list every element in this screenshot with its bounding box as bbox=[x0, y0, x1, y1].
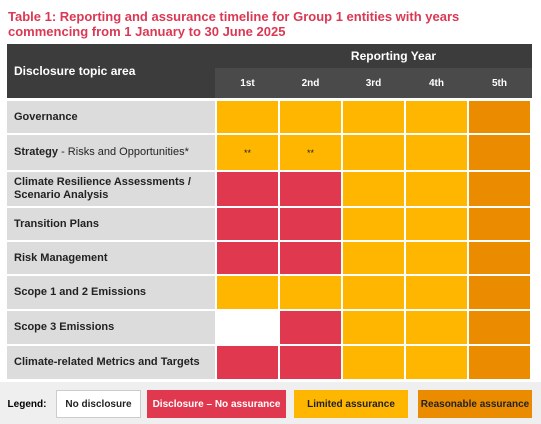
cell bbox=[406, 172, 467, 206]
cell bbox=[217, 172, 278, 206]
cell bbox=[343, 101, 404, 133]
cell bbox=[406, 346, 467, 379]
legend-item: No disclosure bbox=[56, 390, 141, 418]
cell bbox=[280, 208, 341, 240]
year-label: 4th bbox=[429, 77, 444, 89]
cell bbox=[217, 311, 278, 344]
row-label-main: Risk Management bbox=[14, 251, 108, 264]
year-label: 2nd bbox=[301, 77, 320, 89]
cell bbox=[343, 346, 404, 379]
row-label-text: Transition Plans bbox=[14, 218, 99, 231]
row-label-text: Scope 3 Emissions bbox=[14, 321, 114, 334]
row-label-main: Scope 1 and 2 Emissions bbox=[14, 286, 147, 298]
cell bbox=[343, 135, 404, 170]
row-label: Risk Management bbox=[7, 242, 215, 274]
legend-item: Disclosure – No assurance bbox=[147, 390, 286, 418]
cell bbox=[406, 276, 467, 309]
cell bbox=[217, 208, 278, 240]
cell bbox=[406, 208, 467, 240]
row-label-text: Climate-related Metrics and Targets bbox=[14, 356, 200, 369]
row-label-main: Governance bbox=[14, 110, 78, 123]
cell bbox=[343, 311, 404, 344]
legend-item: Reasonable assurance bbox=[418, 390, 532, 418]
cell bbox=[280, 101, 341, 133]
cell bbox=[217, 101, 278, 133]
row-label-main: Strategy bbox=[14, 146, 59, 158]
row-label: Strategy - Risks and Opportunities* bbox=[7, 135, 215, 170]
row-label: Scope 3 Emissions bbox=[7, 311, 215, 344]
cell bbox=[343, 242, 404, 274]
row-label-main: Scope 3 Emissions bbox=[14, 321, 115, 333]
title-line: Table 1: Reporting and assurance timelin… bbox=[8, 9, 460, 24]
title-line: commencing from 1 January to 30 June 202… bbox=[8, 24, 286, 39]
row-label: Governance bbox=[7, 101, 215, 133]
row-label-text: Climate Resilience Assessments / Scenari… bbox=[14, 176, 205, 202]
cell bbox=[217, 276, 278, 309]
cell bbox=[469, 276, 530, 309]
cell bbox=[280, 172, 341, 206]
row-label: Climate Resilience Assessments / Scenari… bbox=[7, 172, 215, 206]
cell bbox=[343, 276, 404, 309]
year-band bbox=[215, 68, 532, 98]
year-label: 3rd bbox=[365, 77, 382, 89]
cell: ** bbox=[280, 135, 341, 170]
year-label: 5th bbox=[492, 77, 507, 89]
row-label-main: Climate Resilience Assessments / Scenari… bbox=[14, 176, 191, 201]
cell bbox=[217, 346, 278, 379]
row-label: Transition Plans bbox=[7, 208, 215, 240]
legend-item: Limited assurance bbox=[294, 390, 408, 418]
cell bbox=[406, 242, 467, 274]
row-label-text: Scope 1 and 2 Emissions bbox=[14, 286, 146, 299]
cell: ** bbox=[217, 135, 278, 170]
cell bbox=[469, 242, 530, 274]
cell bbox=[343, 208, 404, 240]
row-label: Climate-related Metrics and Targets bbox=[7, 346, 215, 379]
cell bbox=[406, 311, 467, 344]
row-label-text: Strategy - Risks and Opportunities* bbox=[14, 146, 189, 159]
cell bbox=[406, 101, 467, 133]
cell bbox=[280, 276, 341, 309]
row-sublabel: - Risks and Opportunities* bbox=[58, 146, 189, 158]
cell bbox=[280, 311, 341, 344]
cell bbox=[343, 172, 404, 206]
cell bbox=[217, 242, 278, 274]
cell bbox=[280, 346, 341, 379]
cell bbox=[469, 346, 530, 379]
cell bbox=[469, 311, 530, 344]
cell bbox=[406, 135, 467, 170]
topic-header: Disclosure topic area bbox=[7, 44, 215, 98]
row-label-text: Governance bbox=[14, 111, 78, 124]
year-label: 1st bbox=[240, 77, 255, 89]
cell bbox=[280, 242, 341, 274]
year-header: Reporting Year bbox=[215, 44, 532, 68]
cell bbox=[469, 172, 530, 206]
row-label: Scope 1 and 2 Emissions bbox=[7, 276, 215, 309]
legend-title: Legend: bbox=[7, 398, 47, 410]
cell bbox=[469, 101, 530, 133]
row-label-main: Transition Plans bbox=[14, 217, 99, 230]
row-label-main: Climate-related Metrics and Targets bbox=[14, 356, 200, 368]
cell bbox=[469, 208, 530, 240]
row-label-text: Risk Management bbox=[14, 252, 108, 265]
cell bbox=[469, 135, 530, 170]
